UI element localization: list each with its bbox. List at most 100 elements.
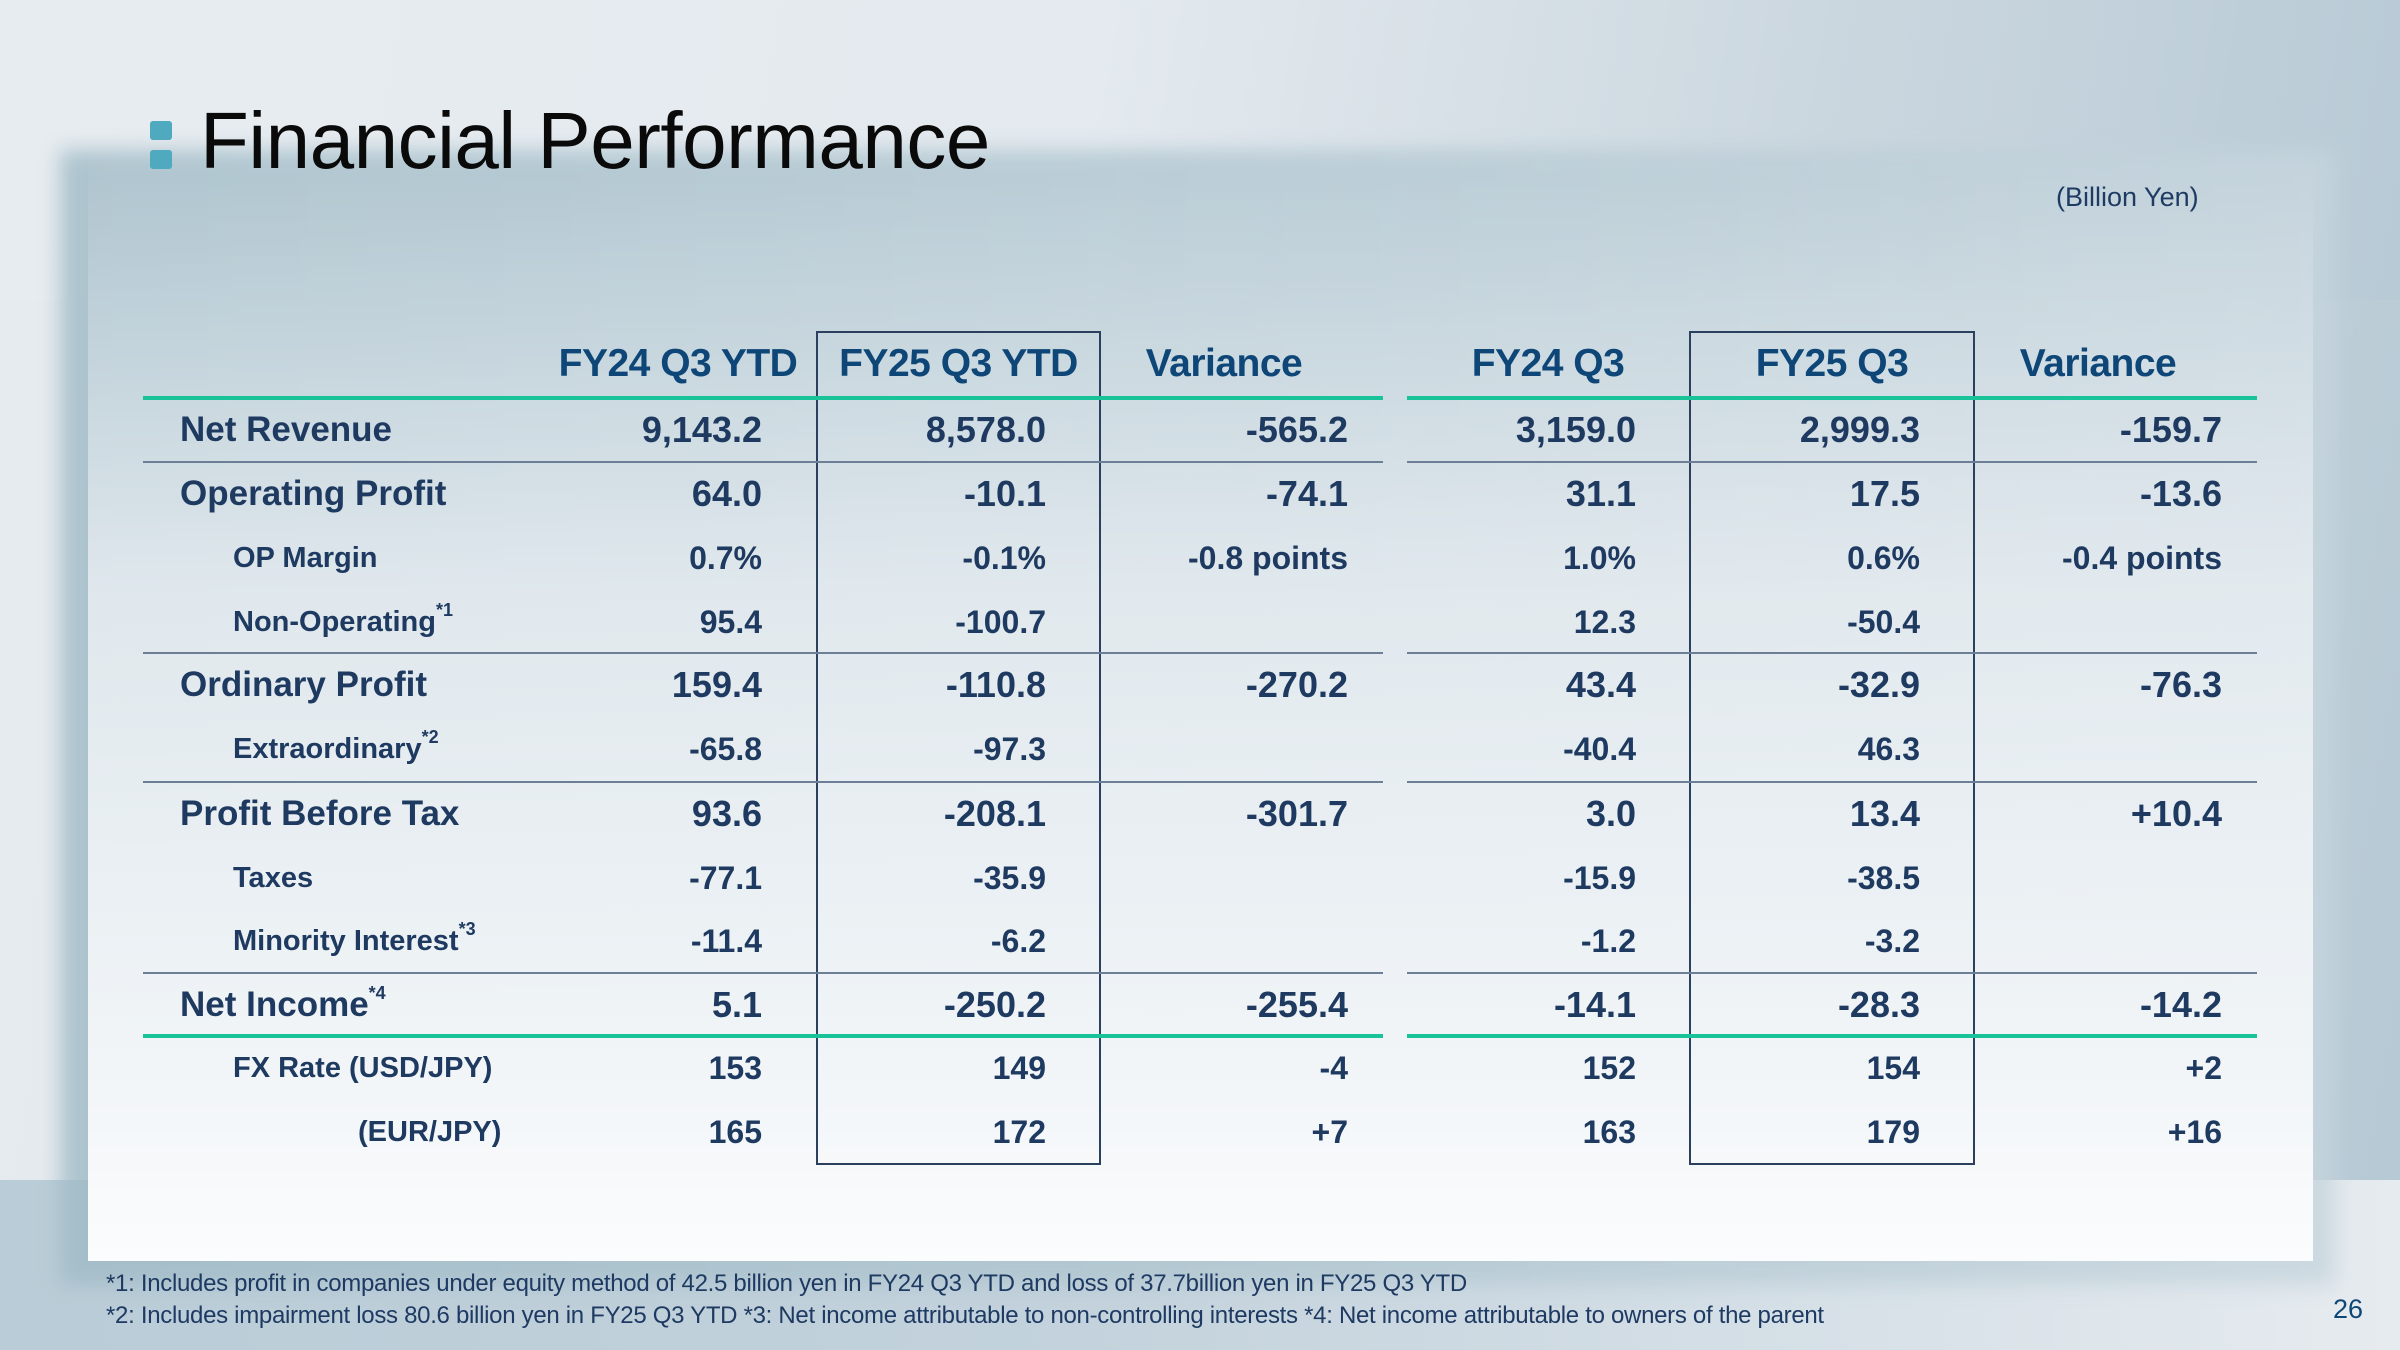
table-row: Taxes -77.1 -35.9 -15.9 -38.5: [0, 846, 2400, 910]
page-number: 26: [2333, 1294, 2364, 1324]
table-cell: 0.7%: [689, 540, 762, 576]
table-cell: [1100, 590, 1348, 654]
table-cell: [1976, 590, 2222, 654]
table-cell: 1.0%: [1563, 540, 1636, 576]
table-cell: 154: [1866, 1050, 1920, 1086]
table-cell: 5.1: [711, 984, 762, 1025]
header-variance-q3: Variance: [2019, 342, 2177, 385]
header-fy24-q3-ytd: FY24 Q3 YTD: [558, 342, 798, 385]
header-fy24-q3: FY24 Q3: [1471, 342, 1625, 385]
unit-label: (Billion Yen): [2056, 182, 2199, 212]
table-row: Net Income*4 5.1 -250.2 -255.4 -14.1 -28.3 -14…: [0, 973, 2400, 1037]
table-cell: 179: [1866, 1114, 1920, 1150]
table-cell: -77.1: [689, 860, 762, 896]
table-cell: +16: [2167, 1114, 2222, 1150]
table-cell: 149: [992, 1050, 1046, 1086]
table-cell: 159.4: [671, 664, 762, 705]
row-label-text: FX Rate (USD/JPY): [233, 1052, 493, 1084]
table-cell: 43.4: [1565, 664, 1636, 705]
table-cell: +2: [2185, 1050, 2222, 1086]
row-label-text: Extraordinary: [233, 733, 422, 765]
table-cell: -28.3: [1837, 984, 1920, 1025]
table-cell: [1976, 846, 2222, 910]
table-cell: 3,159.0: [1515, 409, 1636, 450]
table-cell: 153: [708, 1050, 762, 1086]
row-label-text: Profit Before Tax: [180, 794, 460, 833]
table-cell: -97.3: [973, 731, 1046, 767]
table-cell: -208.1: [943, 793, 1046, 834]
row-divider: [1407, 652, 2257, 654]
table-cell: -565.2: [1245, 409, 1348, 450]
row-label: Extraordinary*2: [233, 717, 439, 781]
table-cell: +7: [1311, 1114, 1348, 1150]
row-label: (EUR/JPY): [358, 1100, 501, 1164]
table-cell: -6.2: [990, 923, 1046, 959]
table-cell: 12.3: [1573, 604, 1636, 640]
table-cell: -38.5: [1847, 860, 1920, 896]
table-cell: 165: [708, 1114, 762, 1150]
table-cell: 93.6: [691, 793, 762, 834]
table-cell: 46.3: [1857, 731, 1920, 767]
row-divider: [143, 461, 1383, 463]
row-divider: [1407, 972, 2257, 974]
header-divider-left: [143, 396, 1383, 400]
row-label: Non-Operating*1: [233, 590, 453, 654]
net-income-divider-right: [1407, 1034, 2257, 1038]
row-label-text: Operating Profit: [180, 474, 447, 513]
table-cell: -0.8 points: [1187, 540, 1348, 576]
table-cell: -250.2: [943, 984, 1046, 1025]
row-label: Minority Interest*3: [233, 909, 476, 973]
table-row: Profit Before Tax 93.6 -208.1 -301.7 3.0 13.4…: [0, 782, 2400, 846]
table-cell: -14.2: [2139, 984, 2222, 1025]
footnote-1: *1: Includes profit in companies under e…: [106, 1270, 1467, 1297]
table-cell: 152: [1582, 1050, 1636, 1086]
table-cell: -50.4: [1847, 604, 1920, 640]
table-cell: 64.0: [691, 473, 762, 514]
header-fy25-q3-ytd: FY25 Q3 YTD: [839, 342, 1078, 385]
table-cell: -110.8: [945, 664, 1046, 705]
table-row: FX Rate (USD/JPY) 153 149 -4 152 154 +2: [0, 1036, 2400, 1100]
footnote-ref: *1: [436, 600, 454, 620]
table-cell: -35.9: [973, 860, 1046, 896]
table-cell: -13.6: [2139, 473, 2222, 514]
row-label-text: OP Margin: [233, 542, 378, 574]
table-row: Net Revenue 9,143.2 8,578.0 -565.2 3,159.0 2,…: [0, 398, 2400, 462]
table-cell: +10.4: [2130, 793, 2222, 834]
row-label-text: Ordinary Profit: [180, 665, 427, 704]
table-cell: -0.4 points: [2061, 540, 2222, 576]
row-label: Taxes: [233, 846, 313, 910]
row-label: Profit Before Tax: [180, 782, 459, 846]
table-row: (EUR/JPY) 165 172 +7 163 179 +16: [0, 1100, 2400, 1164]
row-label-text: Non-Operating: [233, 606, 436, 638]
row-label-text: (EUR/JPY): [358, 1116, 502, 1148]
table-cell: -1.2: [1580, 923, 1636, 959]
row-label-text: Minority Interest: [233, 925, 459, 957]
table-cell: -3.2: [1864, 923, 1920, 959]
table-cell: 95.4: [699, 604, 762, 640]
table-cell: -11.4: [690, 923, 762, 959]
table-cell: -15.9: [1563, 860, 1636, 896]
table-cell: -65.8: [689, 731, 762, 767]
table-cell: -255.4: [1245, 984, 1348, 1025]
table-cell: -301.7: [1245, 793, 1348, 834]
table-cell: [1100, 909, 1348, 973]
table-cell: -4: [1319, 1050, 1348, 1086]
row-divider: [1407, 781, 2257, 783]
table-cell: [1976, 717, 2222, 781]
net-income-divider-left: [143, 1034, 1383, 1038]
fy25-q3-highlight-box: [1689, 331, 1975, 1165]
fy25-ytd-highlight-box: [816, 331, 1101, 1165]
footnote-ref: *3: [458, 919, 476, 939]
header-divider-right: [1407, 396, 2257, 400]
page-title: Financial Performance: [200, 96, 990, 185]
table-cell: 2,999.3: [1799, 409, 1920, 450]
table-cell: -14.1: [1553, 984, 1636, 1025]
header-fy25-q3: FY25 Q3: [1755, 342, 1909, 385]
table-row: Non-Operating*1 95.4 -100.7 12.3 -50.4: [0, 590, 2400, 654]
footnote-ref: *2: [421, 727, 439, 747]
table-cell: -74.1: [1265, 473, 1348, 514]
table-row: Ordinary Profit 159.4 -110.8 -270.2 43.4 -32.…: [0, 653, 2400, 717]
table-cell: 163: [1582, 1114, 1636, 1150]
table-cell: -159.7: [2119, 409, 2222, 450]
table-cell: 17.5: [1849, 473, 1920, 514]
